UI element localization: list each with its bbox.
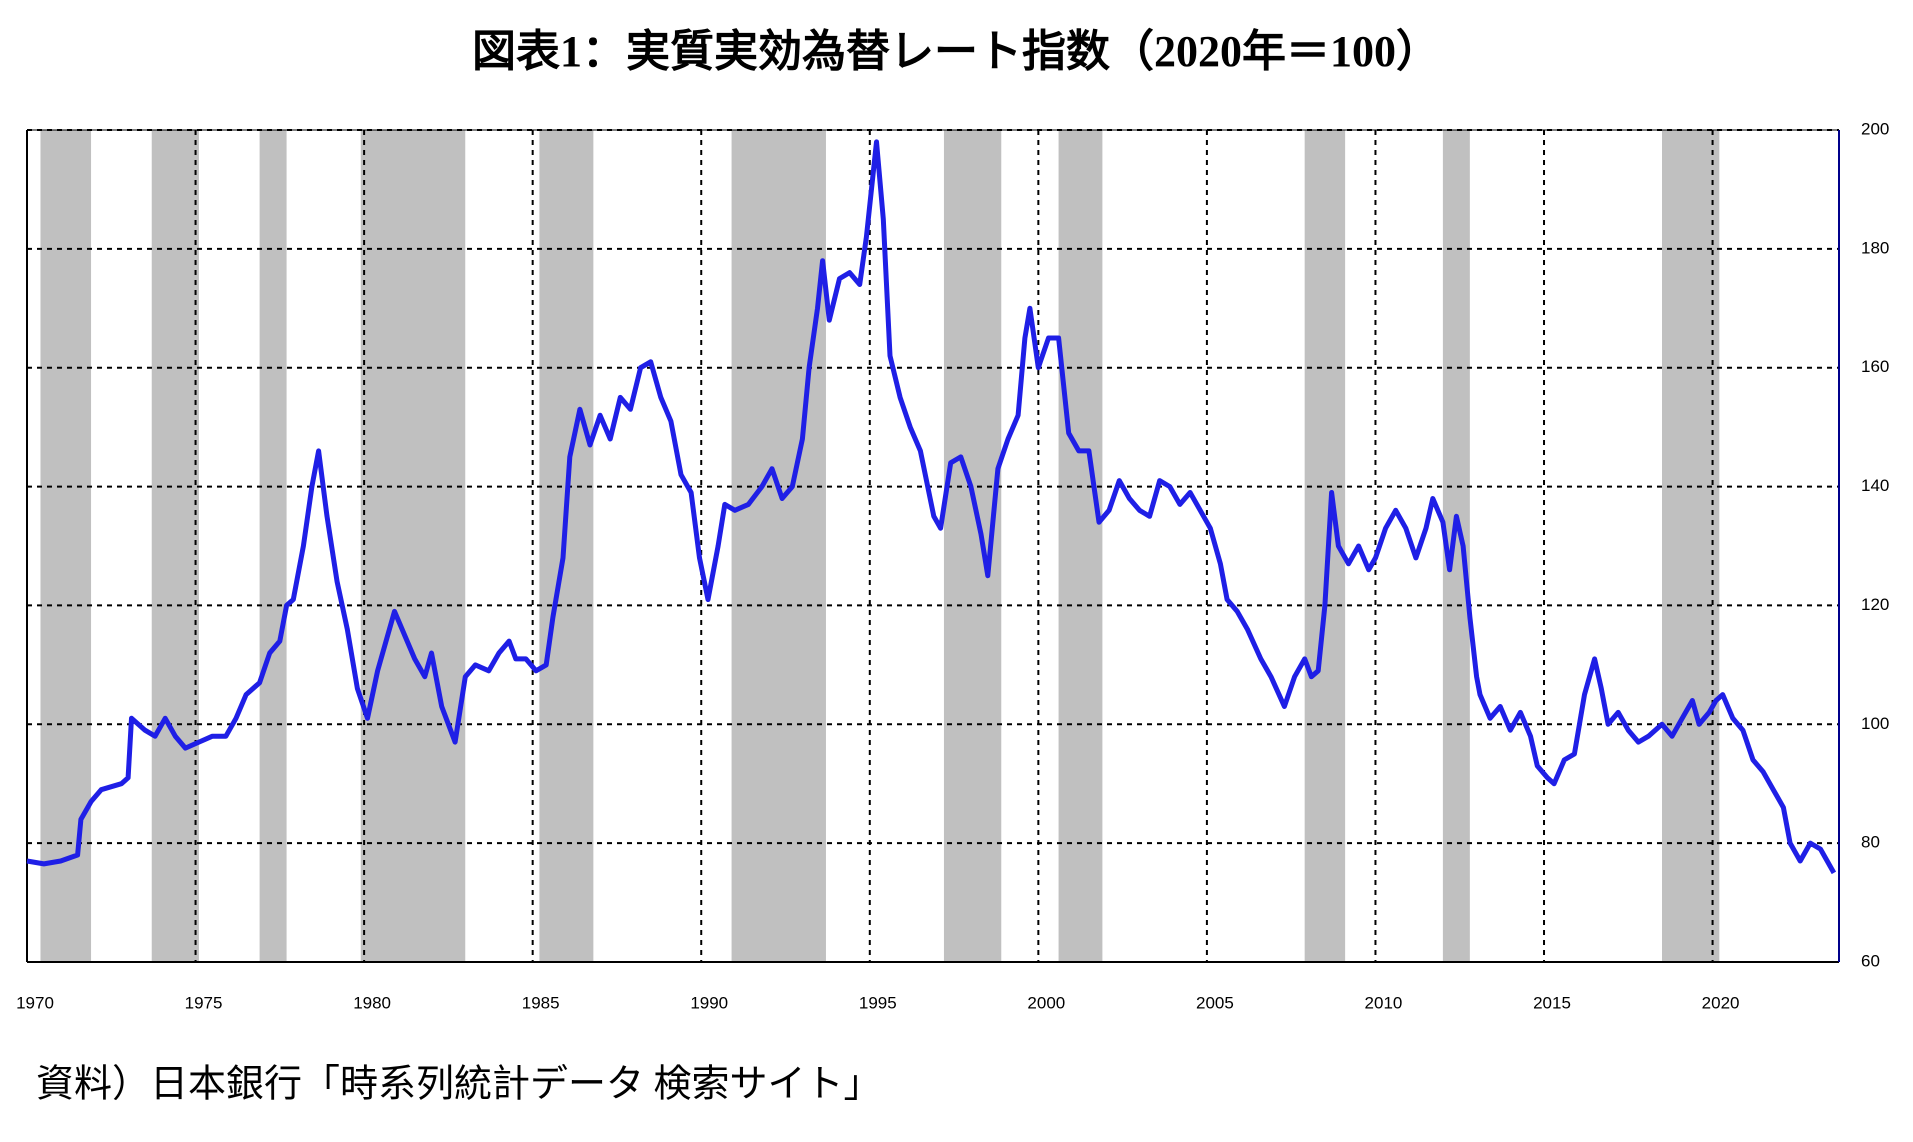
y-tick-label: 160 (1861, 357, 1889, 376)
shaded-period (259, 130, 287, 962)
y-tick-label: 100 (1861, 714, 1889, 733)
chart-title: 図表1：実質実効為替レート指数（2020年＝100） (472, 27, 1440, 76)
x-tick-label: 2015 (1533, 993, 1571, 1012)
shaded-period (1662, 130, 1720, 962)
shaded-period (731, 130, 826, 962)
shaded-period (539, 130, 594, 962)
x-tick-label: 2000 (1027, 993, 1065, 1012)
y-tick-label: 140 (1861, 476, 1889, 495)
x-tick-label: 1970 (16, 993, 54, 1012)
shaded-period (40, 130, 92, 962)
y-tick-label: 80 (1861, 833, 1880, 852)
x-tick-label: 1995 (859, 993, 897, 1012)
shaded-period (151, 130, 199, 962)
y-tick-label: 180 (1861, 238, 1889, 257)
x-tick-label: 1990 (690, 993, 728, 1012)
x-tick-label: 2005 (1196, 993, 1234, 1012)
x-tick-label: 1975 (185, 993, 223, 1012)
x-tick-label: 1980 (353, 993, 391, 1012)
x-tick-label: 2020 (1702, 993, 1740, 1012)
y-tick-label: 120 (1861, 595, 1889, 614)
shaded-period (360, 130, 466, 962)
y-tick-label: 200 (1861, 119, 1889, 138)
shaded-period (1058, 130, 1103, 962)
x-tick-label: 1985 (522, 993, 560, 1012)
source-note: 資料）日本銀行「時系列統計データ 検索サイト」 (36, 1064, 882, 1106)
data-line (26, 139, 1837, 875)
y-tick-label: 60 (1861, 951, 1880, 970)
x-tick-label: 2010 (1365, 993, 1403, 1012)
